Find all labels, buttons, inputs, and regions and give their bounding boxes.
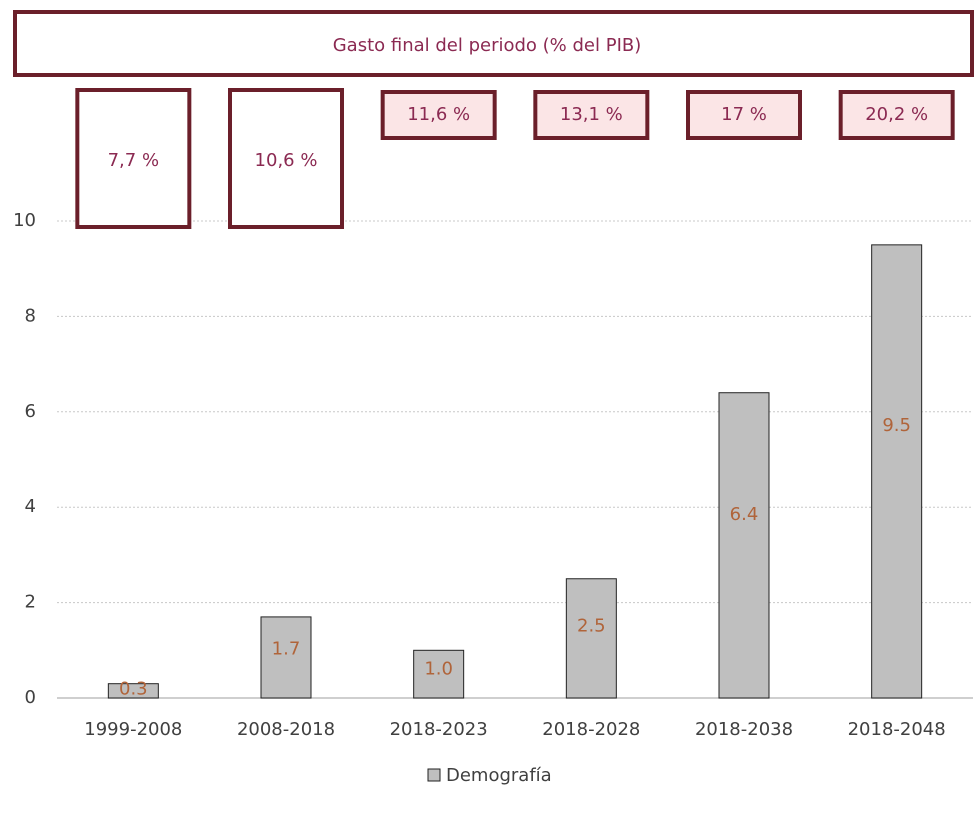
data-label: 0.3 <box>119 678 148 699</box>
bar <box>718 392 770 699</box>
x-tick-label: 2018-2028 <box>542 719 640 740</box>
x-tick-label: 2018-2048 <box>848 719 946 740</box>
annotation: 7,7 % <box>108 150 159 171</box>
bar <box>260 616 312 699</box>
y-tick-label: 4 <box>25 496 36 517</box>
legend-label: Demografía <box>446 765 552 786</box>
x-tick-label: 2018-2038 <box>695 719 793 740</box>
annotation-box <box>686 90 802 140</box>
y-tick-label: 0 <box>25 687 36 708</box>
data-label: 9.5 <box>882 415 911 436</box>
y-tick-label: 6 <box>25 401 36 422</box>
bar <box>565 578 617 699</box>
annotation: 11,6 % <box>407 104 470 125</box>
annotation-box <box>228 88 344 229</box>
bar <box>871 244 923 699</box>
data-label: 1.0 <box>424 658 453 679</box>
annotation: 10,6 % <box>255 150 318 171</box>
annotation: 20,2 % <box>865 104 928 125</box>
annotation: 17 % <box>721 104 767 125</box>
x-tick-label: 2018-2023 <box>390 719 488 740</box>
x-tick-label: 1999-2008 <box>84 719 182 740</box>
annotation-box <box>838 90 955 140</box>
annotation-box <box>380 90 497 140</box>
data-label: 2.5 <box>577 615 606 636</box>
data-label: 1.7 <box>272 638 301 659</box>
annotation-box <box>75 88 192 229</box>
annotation: 13,1 % <box>560 104 623 125</box>
x-tick-label: 2008-2018 <box>237 719 335 740</box>
bar <box>413 649 465 699</box>
chart-title: Gasto final del periodo (% del PIB) <box>333 35 642 56</box>
title-box <box>13 10 974 77</box>
y-tick-label: 8 <box>25 305 36 326</box>
data-label: 6.4 <box>730 504 759 525</box>
y-tick-label: 10 <box>13 210 36 231</box>
bar <box>107 683 159 699</box>
y-tick-label: 2 <box>25 592 36 613</box>
annotation-box <box>533 90 650 140</box>
legend-swatch <box>427 768 441 782</box>
